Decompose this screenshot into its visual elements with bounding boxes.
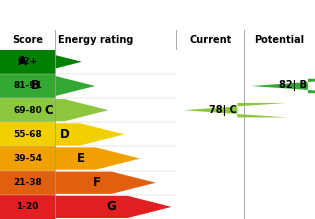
Polygon shape [51,75,95,97]
Text: F: F [93,176,101,189]
Text: 39-54: 39-54 [13,154,42,163]
Text: E: E [77,152,85,165]
Bar [0,195,55,219]
Text: 82| B: 82| B [279,81,307,92]
Polygon shape [55,147,140,170]
Text: A: A [18,55,27,68]
Bar [0,147,55,171]
Text: 92+: 92+ [17,57,38,66]
Text: Energy rating: Energy rating [58,35,134,45]
Polygon shape [251,79,315,93]
Text: 1-20: 1-20 [16,202,39,211]
Text: D: D [59,128,69,141]
Bar [0,122,55,147]
Bar [0,74,55,98]
Text: Current: Current [189,35,232,45]
Text: 55-68: 55-68 [13,130,42,139]
Text: 69-80: 69-80 [13,106,42,115]
Polygon shape [38,51,82,73]
Bar [0,50,55,74]
Polygon shape [55,123,124,145]
Polygon shape [55,196,172,218]
Polygon shape [55,172,156,194]
Polygon shape [55,99,108,121]
Text: 21-38: 21-38 [13,178,42,187]
Text: 81-91: 81-91 [13,81,42,90]
Text: Energy Efficiency Rating: Energy Efficiency Rating [6,8,190,21]
Text: B: B [31,79,40,92]
Text: Score: Score [12,35,43,45]
Text: C: C [45,104,53,117]
Bar [0,171,55,195]
Text: 78| C: 78| C [209,105,236,116]
Text: Potential: Potential [255,35,305,45]
Polygon shape [183,103,287,117]
Bar [0,98,55,122]
Text: G: G [107,200,117,213]
